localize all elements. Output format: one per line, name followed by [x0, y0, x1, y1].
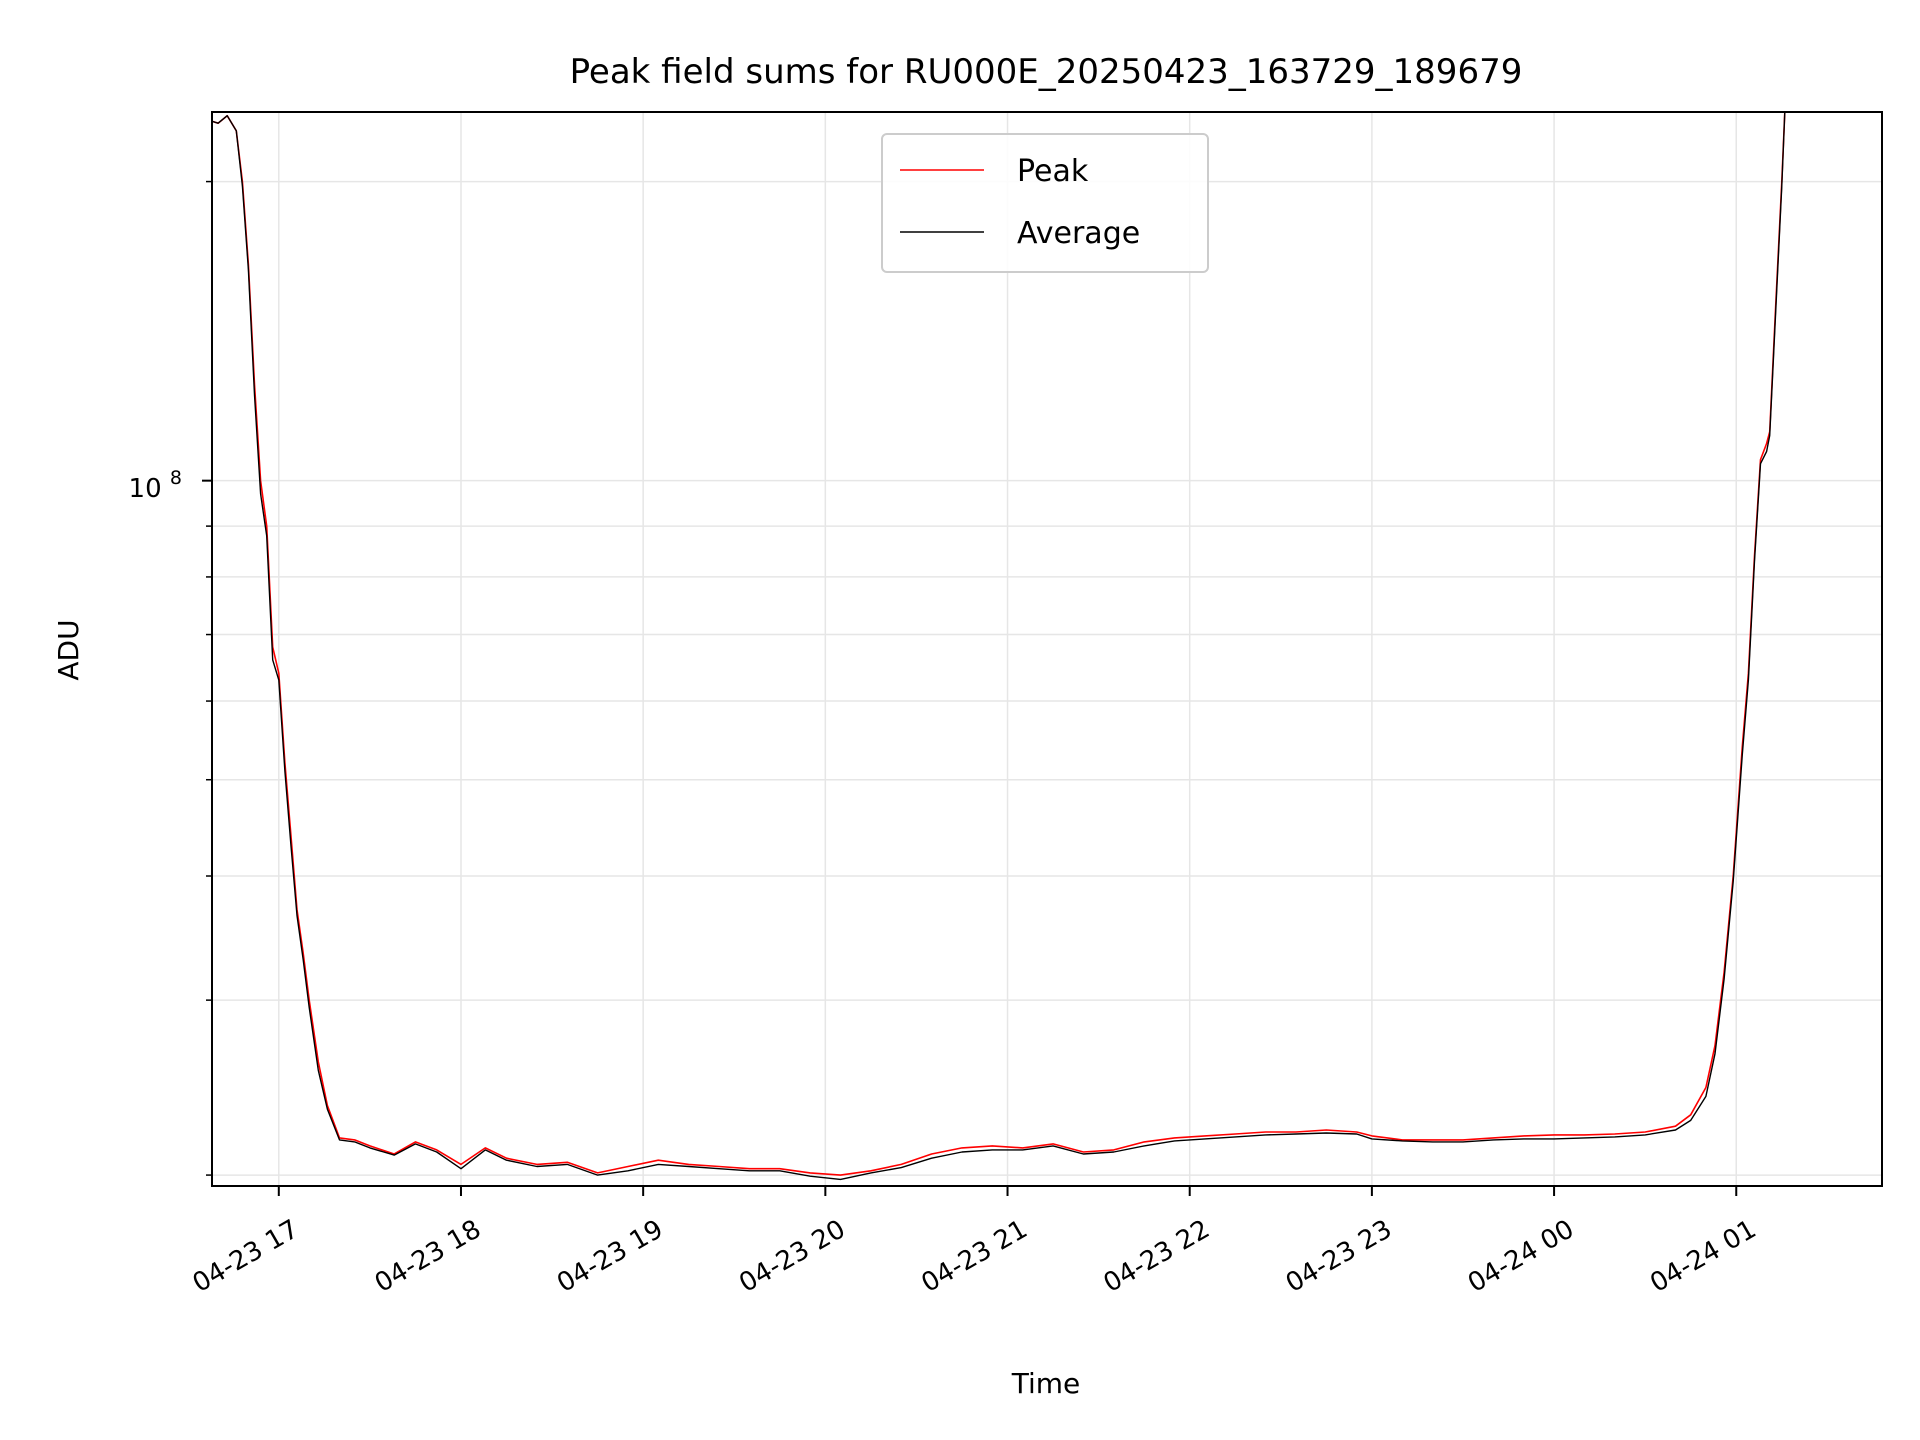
- y-tick-base: 10: [129, 474, 162, 504]
- svg-text:10 8: 10 8: [129, 467, 182, 504]
- chart-title: Peak field sums for RU000E_20250423_1637…: [570, 52, 1523, 92]
- series-layer: [212, 112, 1786, 1181]
- legend: Peak Average: [881, 133, 1209, 273]
- legend-label-peak: Peak: [1017, 154, 1089, 189]
- y-tick-exponent: 8: [170, 467, 182, 489]
- series-line-peak: [212, 112, 1786, 1176]
- plot-frame: [211, 111, 1883, 1187]
- grid: [212, 112, 1882, 1186]
- y-axis: [202, 180, 212, 1176]
- series-line-average: [212, 112, 1786, 1181]
- y-tick-label-major: 10 8: [129, 467, 182, 504]
- x-axis-title: Time: [1011, 1367, 1081, 1400]
- legend-label-average: Average: [1017, 216, 1140, 251]
- legend-box: [881, 133, 1209, 273]
- y-axis-title: ADU: [52, 619, 85, 680]
